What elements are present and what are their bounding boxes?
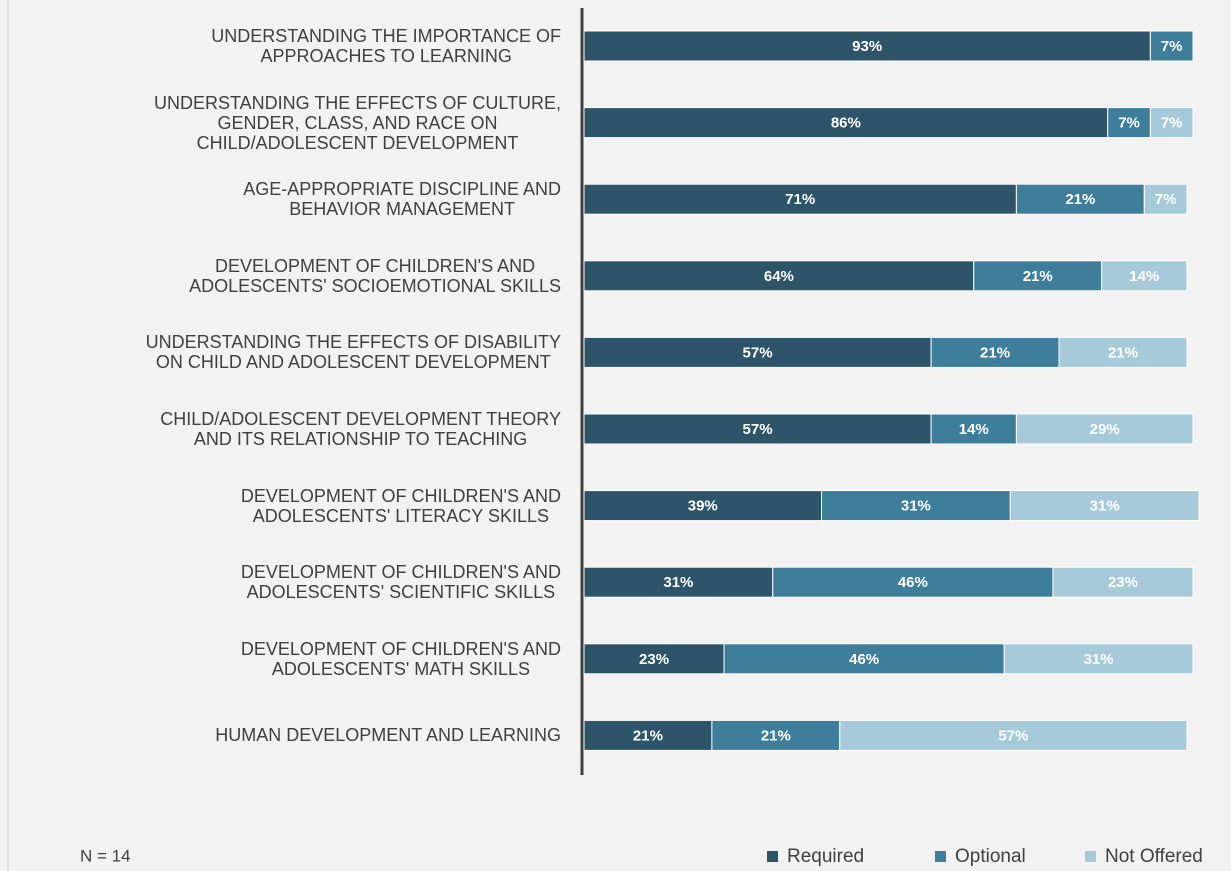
data-label: 71% — [785, 191, 815, 208]
legend-swatch — [1085, 851, 1096, 862]
bar-segment — [821, 490, 1011, 522]
data-label: 21% — [980, 344, 1010, 361]
bar-segment — [1101, 260, 1188, 292]
bar-segment — [1107, 107, 1151, 139]
data-label: 46% — [898, 574, 928, 591]
data-label: 57% — [998, 727, 1028, 744]
data-label: 23% — [639, 651, 669, 668]
legend-swatch — [767, 851, 778, 862]
bar-segment — [1149, 30, 1194, 62]
category-label: AGE-APPROPRIATE DISCIPLINE AND BEHAVIOR … — [243, 179, 561, 220]
category-label: UNDERSTANDING THE IMPORTANCE OF APPROACH… — [211, 26, 561, 66]
data-label: 21% — [633, 727, 663, 744]
bar-segment — [930, 413, 1017, 445]
data-label: 31% — [1090, 498, 1120, 515]
category-label-box: DEVELOPMENT OF CHILDREN'S AND ADOLESCENT… — [241, 486, 561, 526]
data-label: 31% — [663, 574, 693, 591]
bar-segment — [1052, 566, 1194, 598]
bar-segment — [583, 643, 725, 675]
data-label: 31% — [901, 498, 931, 515]
bar-segment — [1015, 183, 1145, 215]
category-label-box: DEVELOPMENT OF CHILDREN'S AND ADOLESCENT… — [189, 256, 561, 296]
data-label: 86% — [831, 115, 861, 132]
category-label-box: UNDERSTANDING THE EFFECTS OF DISABILITY … — [146, 332, 561, 372]
bar-segment — [839, 719, 1188, 751]
data-label: 7% — [1161, 38, 1183, 55]
data-label: 57% — [743, 421, 773, 438]
data-label: 7% — [1161, 115, 1183, 132]
bar-segment — [930, 336, 1060, 368]
category-label: DEVELOPMENT OF CHILDREN'S AND ADOLESCENT… — [240, 638, 561, 679]
bar-segment — [1015, 413, 1194, 445]
data-label: 21% — [1023, 268, 1053, 285]
category-label: CHILD/ADOLESCENT DEVELOPMENT THEORY AND … — [160, 409, 561, 449]
data-label: 21% — [1065, 191, 1095, 208]
data-label: 7% — [1155, 191, 1177, 208]
legend-label: Required — [787, 846, 864, 867]
category-label-box: HUMAN DEVELOPMENT AND LEARNING — [215, 725, 561, 745]
category-label-box: UNDERSTANDING THE IMPORTANCE OF APPROACH… — [211, 26, 561, 66]
data-label: 14% — [1129, 268, 1159, 285]
data-label: 46% — [849, 651, 879, 668]
category-label-box: CHILD/ADOLESCENT DEVELOPMENT THEORY AND … — [160, 409, 561, 449]
legend-swatch — [935, 851, 946, 862]
data-label: 14% — [959, 421, 989, 438]
category-label-box: AGE-APPROPRIATE DISCIPLINE AND BEHAVIOR … — [243, 179, 561, 219]
category-label-box: DEVELOPMENT OF CHILDREN'S AND ADOLESCENT… — [241, 562, 561, 602]
category-label: HUMAN DEVELOPMENT AND LEARNING — [215, 725, 561, 746]
bar-segment — [583, 413, 932, 445]
bar-segment — [1143, 183, 1188, 215]
data-label: 39% — [688, 498, 718, 515]
bar-segment — [1003, 643, 1194, 675]
bar-segment — [973, 260, 1103, 292]
data-label: 64% — [764, 268, 794, 285]
data-label: 23% — [1108, 574, 1138, 591]
data-label: 57% — [743, 344, 773, 361]
category-label: UNDERSTANDING THE EFFECTS OF CULTURE, GE… — [153, 92, 561, 153]
category-label: DEVELOPMENT OF CHILDREN'S AND ADOLESCENT… — [189, 255, 561, 296]
category-label: DEVELOPMENT OF CHILDREN'S AND ADOLESCENT… — [240, 485, 561, 526]
bar-segment — [583, 566, 774, 598]
data-label: 93% — [852, 38, 882, 55]
data-label: 21% — [1108, 344, 1138, 361]
legend-label: Not Offered — [1105, 846, 1203, 867]
category-label: DEVELOPMENT OF CHILDREN'S AND ADOLESCENT… — [240, 562, 561, 603]
bar-segment — [583, 490, 823, 522]
data-label: 7% — [1118, 115, 1140, 132]
data-label: 21% — [761, 727, 791, 744]
legend-label: Optional — [955, 846, 1026, 867]
data-label: 29% — [1090, 421, 1120, 438]
category-label: UNDERSTANDING THE EFFECTS OF DISABILITY … — [145, 332, 561, 373]
bar-segment — [772, 566, 1054, 598]
bar-segment — [1149, 107, 1194, 139]
category-label-box: UNDERSTANDING THE EFFECTS OF CULTURE, GE… — [154, 93, 561, 153]
bar-segment — [723, 643, 1005, 675]
category-label-box: DEVELOPMENT OF CHILDREN'S AND ADOLESCENT… — [241, 639, 561, 679]
bar-segment — [1009, 490, 1200, 522]
note: N = 14 — [80, 846, 131, 865]
bar-segment — [583, 30, 1151, 62]
bar-segment — [583, 107, 1109, 139]
bar-segment — [583, 336, 932, 368]
bar-segment — [583, 183, 1017, 215]
bar-segment — [583, 260, 975, 292]
bar-segment — [1058, 336, 1188, 368]
data-label: 31% — [1084, 651, 1114, 668]
